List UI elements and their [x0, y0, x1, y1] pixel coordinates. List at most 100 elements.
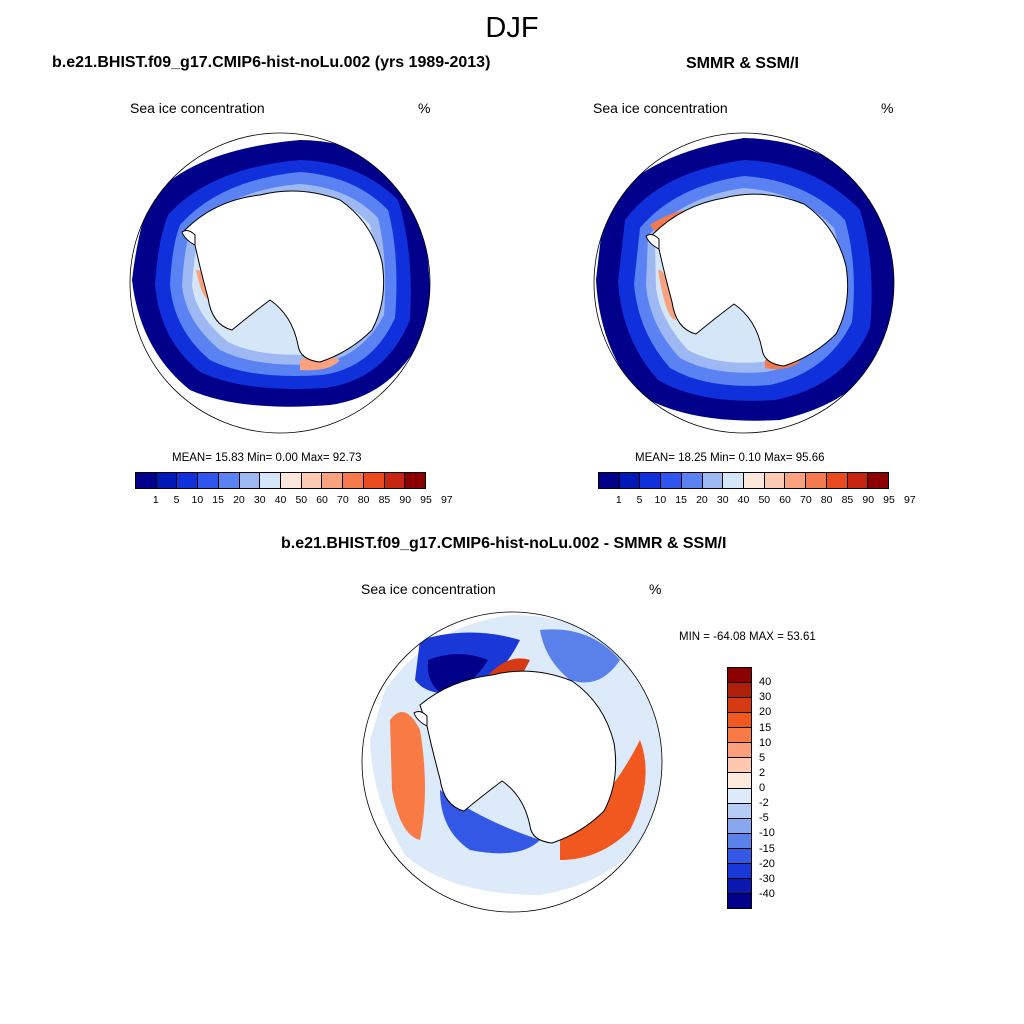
- obs-colorbar-swatch: [723, 473, 745, 488]
- model-colorbar-swatch: [405, 473, 426, 488]
- model-colorbar-tick-label: 1: [152, 494, 159, 506]
- model-colorbar-tick-label: 60: [316, 494, 328, 506]
- obs-colorbar-tick-label: 80: [820, 494, 833, 506]
- obs-colorbar-tick-label: 30: [716, 494, 729, 506]
- obs-colorbar-swatch: [764, 473, 786, 488]
- diff-stats: MIN = -64.08 MAX = 53.61: [679, 631, 816, 643]
- diff-colorbar-swatch: [728, 743, 751, 759]
- model-stats: MEAN= 15.83 Min= 0.00 Max= 92.73: [172, 452, 362, 464]
- positive-amundsen: [390, 712, 425, 840]
- diff-colorbar-tick-label: -5: [759, 812, 769, 825]
- model-colorbar-tick-label: 90: [399, 494, 412, 506]
- diff-colorbar-swatch: [728, 758, 751, 774]
- obs-colorbar-swatch: [847, 473, 869, 488]
- model-colorbar-swatch: [156, 473, 178, 488]
- diff-colorbar-swatch: [728, 803, 751, 819]
- obs-colorbar-swatch: [868, 473, 889, 488]
- antarctica: [651, 193, 849, 367]
- diff-colorbar-tick-label: 15: [759, 721, 772, 734]
- model-colorbar-tick-label: 85: [378, 494, 391, 506]
- diff-colorbar-tick-label: -40: [759, 887, 775, 900]
- obs-colorbar-swatch: [826, 473, 848, 488]
- antarctic-peninsula: [413, 711, 428, 727]
- diff-colorbar: [727, 667, 752, 909]
- model-colorbar-swatch: [218, 473, 240, 488]
- obs-colorbar-swatch: [806, 473, 827, 488]
- obs-colorbar-tick-label: 20: [696, 494, 708, 506]
- model-colorbar-tick-label: 15: [212, 494, 224, 506]
- model-colorbar-swatch: [260, 473, 282, 488]
- obs-variable-label: Sea ice concentration: [593, 100, 728, 116]
- antarctic-peninsula: [645, 234, 660, 250]
- diff-colorbar-swatch: [728, 818, 751, 834]
- antarctica: [419, 670, 617, 844]
- model-colorbar-swatch: [198, 473, 219, 488]
- diff-colorbar-swatch: [728, 833, 751, 849]
- model-colorbar-tick-label: 50: [295, 494, 308, 506]
- obs-colorbar-labels: 1 5 10 15 20 30 40 50 60 70 80 85 90 95 97: [598, 494, 916, 508]
- model-colorbar-tick-label: 20: [233, 494, 245, 506]
- obs-colorbar-tick-label: 50: [758, 494, 771, 506]
- diff-map-boundary: [361, 611, 663, 913]
- obs-colorbar-tick-label: 5: [636, 494, 643, 506]
- obs-colorbar-tick-label: 15: [675, 494, 687, 506]
- model-colorbar-swatch: [239, 473, 261, 488]
- model-colorbar-tick-label: 97: [440, 494, 453, 506]
- negative-ross: [440, 790, 540, 854]
- model-colorbar-swatch: [301, 473, 323, 488]
- obs-colorbar-tick-label: 95: [883, 494, 895, 506]
- diff-colorbar-swatch: [728, 683, 751, 699]
- model-colorbar-tick-label: 95: [420, 494, 432, 506]
- obs-map: [594, 133, 894, 433]
- diff-panel-title: b.e21.BHIST.f09_g17.CMIP6-hist-noLu.002 …: [281, 535, 727, 552]
- obs-colorbar-tick-label: 90: [862, 494, 875, 506]
- diff-colorbar-swatch: [728, 728, 751, 744]
- diff-colorbar-swatch: [728, 773, 751, 789]
- negative-weddell: [540, 629, 620, 683]
- obs-colorbar-tick-label: 85: [841, 494, 854, 506]
- diff-colorbar-swatch: [728, 893, 751, 908]
- obs-colorbar-tick-label: 40: [737, 494, 750, 506]
- obs-colorbar-swatch: [681, 473, 703, 488]
- model-variable-label: Sea ice concentration: [130, 100, 265, 116]
- diff-colorbar-tick-label: 20: [759, 706, 772, 719]
- model-colorbar-tick-label: 80: [357, 494, 370, 506]
- diff-colorbar-swatch: [728, 848, 751, 864]
- model-colorbar-labels: 1 5 10 15 20 30 40 50 60 70 80 85 90 95 97: [135, 494, 453, 508]
- obs-colorbar-swatch: [785, 473, 807, 488]
- diff-colorbar-swatch: [728, 713, 751, 729]
- diff-colorbar-tick-label: -2: [759, 797, 769, 810]
- diff-colorbar-tick-label: -30: [759, 872, 775, 885]
- model-colorbar-swatch: [384, 473, 406, 488]
- model-colorbar: [135, 472, 426, 489]
- diff-colorbar-tick-label: 40: [759, 676, 772, 689]
- obs-stats: MEAN= 18.25 Min= 0.10 Max= 95.66: [635, 452, 825, 464]
- diff-variable-label: Sea ice concentration: [361, 581, 496, 597]
- diff-units-label: %: [649, 581, 662, 597]
- obs-colorbar-tick-label: 1: [615, 494, 622, 506]
- obs-colorbar-swatch: [599, 473, 620, 488]
- diff-colorbar-tick-label: 10: [759, 736, 772, 749]
- diff-map: [362, 612, 662, 912]
- obs-colorbar-tick-label: 97: [903, 494, 916, 506]
- model-map-boundary: [129, 132, 431, 434]
- obs-map-boundary: [593, 132, 895, 434]
- antarctic-peninsula: [181, 230, 196, 246]
- peninsula-ice: [658, 269, 676, 320]
- diff-colorbar-swatch: [728, 863, 751, 879]
- diff-colorbar-swatch: [728, 878, 751, 894]
- obs-colorbar-tick-label: 10: [654, 494, 667, 506]
- diff-colorbar-tick-label: -15: [759, 842, 775, 855]
- obs-units-label: %: [881, 100, 894, 116]
- model-colorbar-swatch: [281, 473, 302, 488]
- diff-colorbar-swatch: [728, 668, 751, 684]
- model-colorbar-swatch: [136, 473, 157, 488]
- antarctica: [184, 190, 385, 363]
- model-colorbar-tick-label: 5: [173, 494, 180, 506]
- obs-colorbar-swatch: [702, 473, 724, 488]
- model-map: [130, 133, 430, 433]
- model-units-label: %: [418, 100, 431, 116]
- obs-colorbar-swatch: [744, 473, 765, 488]
- model-colorbar-swatch: [177, 473, 199, 488]
